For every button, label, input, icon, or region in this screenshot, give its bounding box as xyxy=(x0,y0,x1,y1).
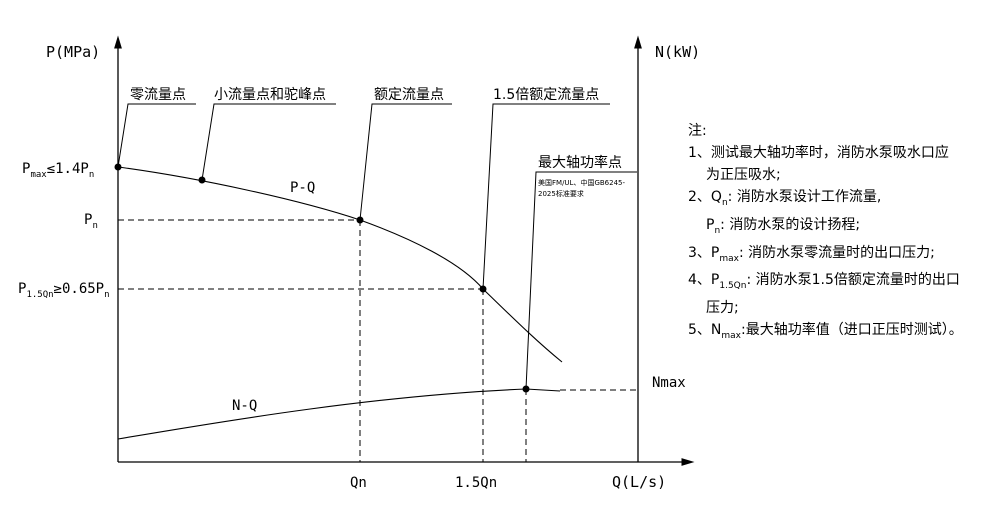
n-axis-label: N(kW) xyxy=(655,43,700,61)
pq-curve-label: P-Q xyxy=(290,180,315,196)
q15-tick-label: 1.5Qn xyxy=(455,475,497,491)
small-flow-label: 小流量点和驼峰点 xyxy=(214,86,326,103)
qn-tick-label: Qn xyxy=(350,475,367,491)
pn-label: Pn xyxy=(84,212,98,231)
pq-curve xyxy=(117,166,563,363)
flow-1-5-label: 1.5倍额定流量点 xyxy=(493,87,599,103)
max-power-note-line-2: 2025标准要求 xyxy=(538,189,584,198)
p-axis-label: P(MPa) xyxy=(46,43,100,61)
note-1: 1、测试最大轴功率时，消防水泵吸水口应 xyxy=(688,145,949,161)
nq-curve xyxy=(117,388,561,440)
rated-flow-label: 额定流量点 xyxy=(374,87,444,103)
nmax-label: Nmax xyxy=(652,375,686,391)
max-power-note-line-1: 美国FM/UL、中国GB6245- xyxy=(538,178,625,187)
note-2: 2、Qn: 消防水泵设计工作流量, xyxy=(688,189,882,208)
callout-leaders xyxy=(117,103,637,390)
note-4-cont: 压力; xyxy=(706,300,739,317)
nq-curve-label: N-Q xyxy=(232,398,257,414)
notes-title: 注: xyxy=(688,123,707,139)
note-3: 3、Pmax: 消防水泵零流量时的出口压力; xyxy=(688,244,935,264)
note-4: 4、P1.5Qn: 消防水泵1.5倍额定流量时的出口 xyxy=(688,272,960,292)
zero-flow-label: 零流量点 xyxy=(130,87,186,103)
pmax-label: Pmax≤1.4Pn xyxy=(22,161,94,180)
max-power-label: 最大轴功率点 xyxy=(538,154,622,171)
p15-label: P1.5Qn≥0.65Pn xyxy=(18,281,110,300)
note-5: 5、Nmax:最大轴功率值（进口正压时测试）。 xyxy=(688,322,963,341)
q-axis-label: Q(L/s) xyxy=(612,473,666,491)
note-1-cont: 为正压吸水; xyxy=(706,167,781,183)
notes-panel: 注: 1、测试最大轴功率时，消防水泵吸水口应 为正压吸水; 2、Qn: 消防水泵… xyxy=(688,120,988,347)
guide-lines xyxy=(118,219,638,462)
note-2-cont: Pn: 消防水泵的设计扬程; xyxy=(706,216,861,236)
